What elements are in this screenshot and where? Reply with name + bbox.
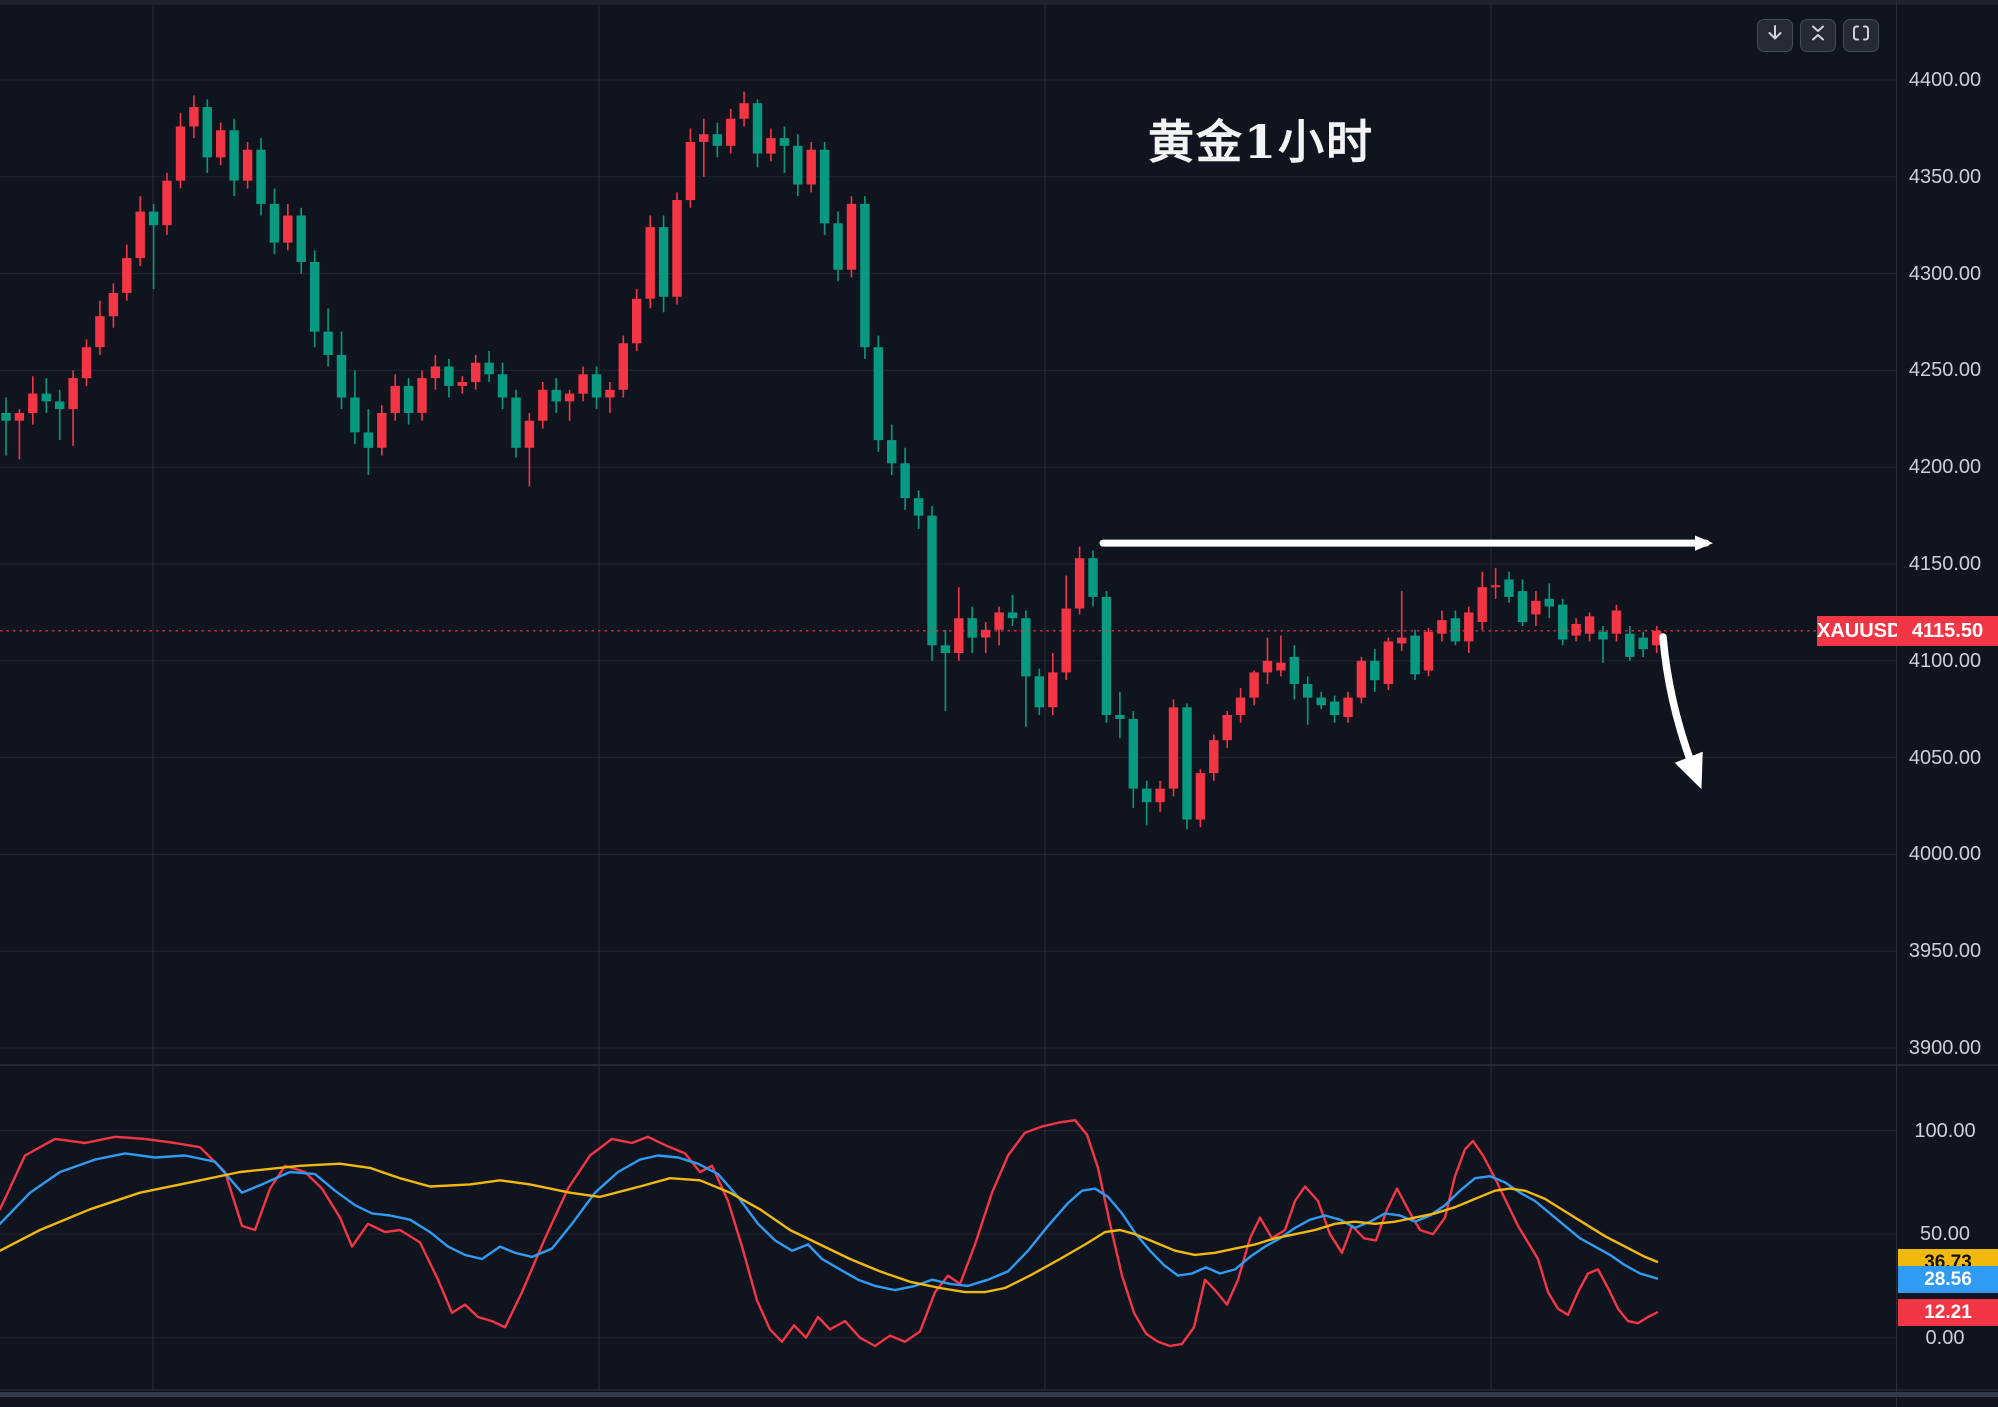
price-tick: 4250.00 [1908, 359, 1982, 382]
price-line-symbol-label: XAUUSD [1817, 615, 1901, 646]
down-arrow-annotation [1659, 633, 1703, 790]
indicator-value-label: 12.21 [1898, 1299, 1998, 1327]
collapse-pane-button[interactable] [1800, 19, 1836, 52]
price-tick: 3950.00 [1908, 940, 1982, 963]
top-border [0, 0, 1998, 5]
price-tick: 4000.00 [1908, 843, 1982, 866]
indicator-value-label: 28.56 [1898, 1265, 1998, 1293]
indicator-tick: 100.00 [1914, 1119, 1976, 1142]
maximize-icon [1850, 22, 1872, 49]
price-tick: 4300.00 [1908, 262, 1982, 285]
scroll-to-recent-button[interactable] [1757, 19, 1793, 52]
price-tick: 4050.00 [1908, 746, 1982, 769]
indicator-tick: 50.00 [1919, 1223, 1971, 1246]
price-tick: 4350.00 [1908, 165, 1982, 188]
indicator-tick: 0.00 [1925, 1326, 1965, 1349]
chart-title: 黄金1小时 [1148, 115, 1375, 169]
price-tick: 4100.00 [1908, 649, 1982, 672]
price-tick: 4200.00 [1908, 456, 1982, 479]
chart-toolbar [1757, 19, 1879, 52]
maximize-pane-button[interactable] [1843, 19, 1879, 52]
bottom-border [0, 1392, 1998, 1397]
price-tick: 3900.00 [1908, 1037, 1982, 1059]
price-tick: 4400.00 [1908, 69, 1982, 91]
price-tick: 4150.00 [1908, 553, 1982, 575]
arrow-down-icon [1764, 22, 1786, 49]
last-price-label: 4115.50 [1897, 615, 1998, 646]
collapse-icon [1807, 22, 1829, 49]
price-axis[interactable]: 4400.00 4350.00 4300.00 4250.00 4200.00 4150.… [1896, 0, 1998, 1407]
